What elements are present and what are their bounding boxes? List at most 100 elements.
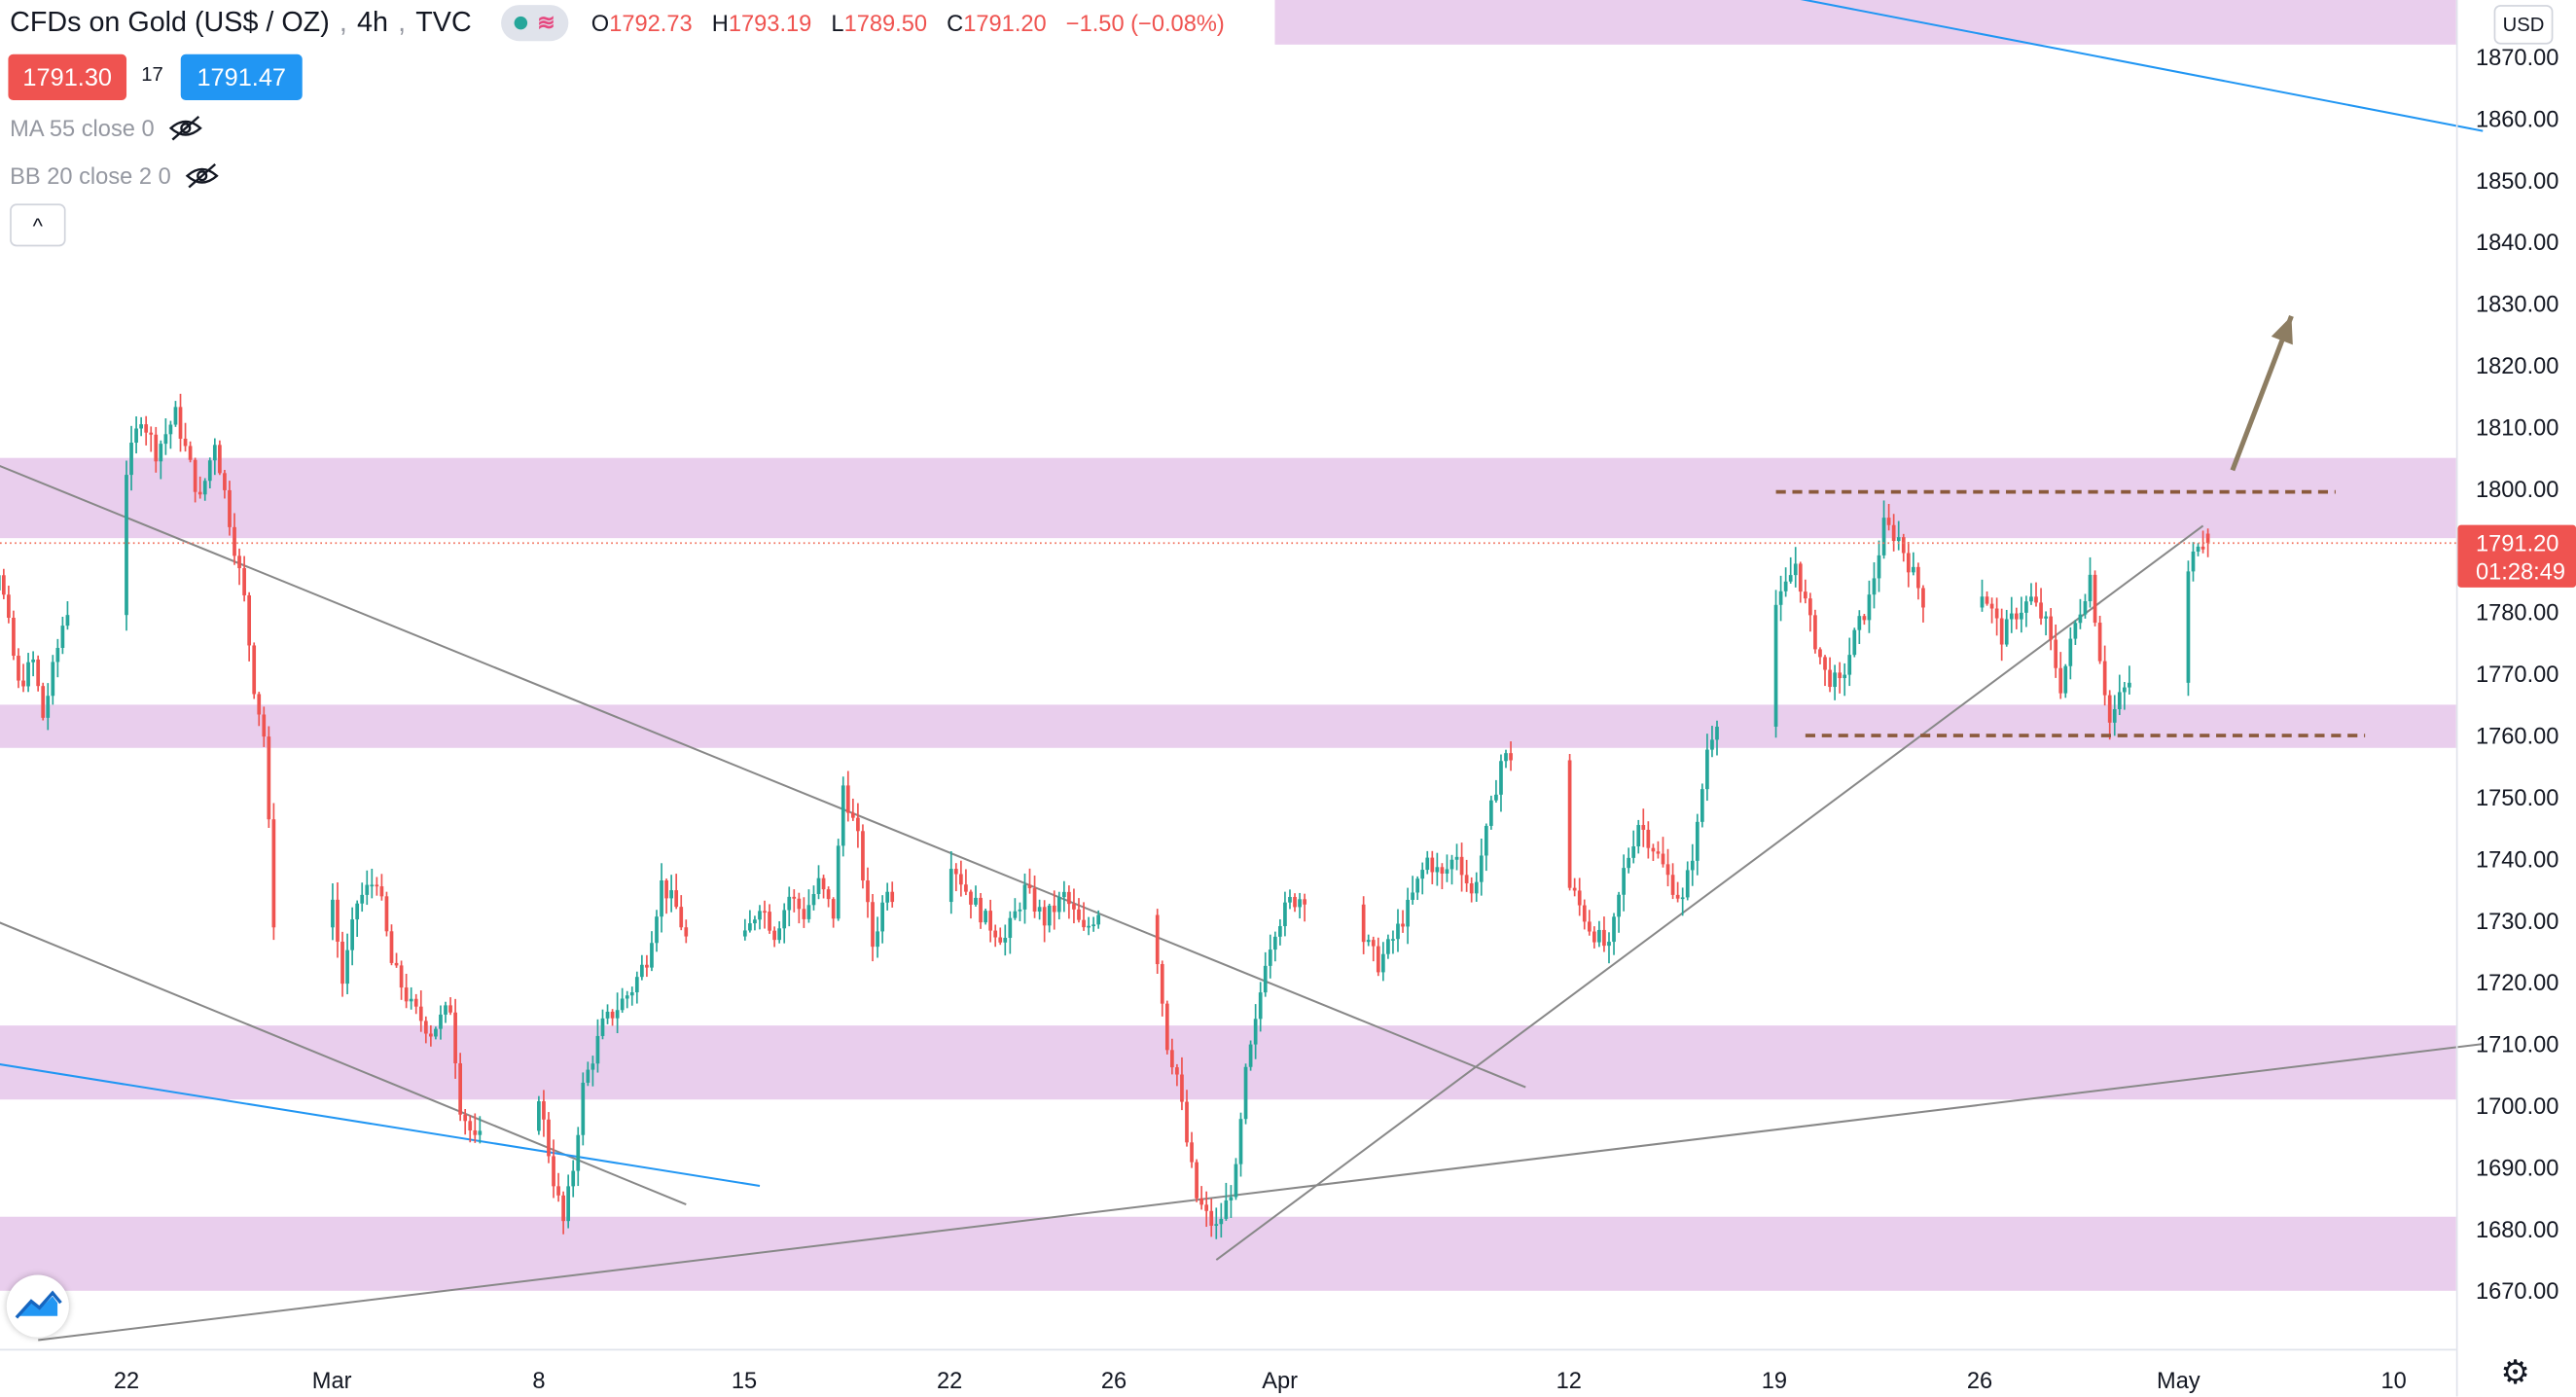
- candle: [576, 1127, 581, 1187]
- candle: [586, 1061, 590, 1087]
- candle: [1847, 637, 1852, 687]
- candle-body: [1464, 875, 1469, 883]
- price-axis-tick: 1780.00: [2476, 601, 2558, 627]
- candle-body: [434, 1028, 438, 1037]
- candle: [379, 874, 384, 901]
- candle: [561, 1191, 565, 1235]
- candle: [816, 865, 821, 900]
- candle: [821, 875, 826, 899]
- candle-body: [1597, 929, 1601, 943]
- sell-price-button[interactable]: 1791.30: [8, 54, 127, 101]
- candle-body: [571, 1170, 576, 1187]
- candle-body: [12, 618, 16, 657]
- candle-body: [664, 880, 668, 899]
- candle: [129, 425, 133, 491]
- indicator-bb[interactable]: BB 20 close 2 0: [10, 162, 220, 189]
- collapse-legend-button[interactable]: ^: [10, 203, 66, 247]
- candle: [237, 548, 241, 586]
- candle-body: [1096, 914, 1101, 925]
- candle-body: [2191, 551, 2196, 572]
- candle-body: [1042, 907, 1047, 926]
- candle-body: [21, 680, 25, 687]
- candle-body: [1238, 1119, 1243, 1164]
- candle: [866, 867, 870, 918]
- candle: [159, 440, 163, 480]
- candle: [1617, 891, 1621, 933]
- candle-body: [880, 902, 884, 932]
- candle: [2097, 615, 2102, 664]
- candle: [1818, 647, 1822, 664]
- candle: [21, 663, 25, 693]
- candle: [1646, 821, 1651, 859]
- symbol-title[interactable]: CFDs on Gold (US$ / OZ): [10, 6, 330, 38]
- candle: [1430, 850, 1435, 884]
- candle: [1293, 893, 1297, 913]
- candle: [1469, 877, 1474, 903]
- candle: [1401, 910, 1405, 933]
- candle: [890, 881, 895, 908]
- candle-body: [448, 1005, 452, 1013]
- trendline: [0, 464, 1526, 1089]
- candle-body: [1185, 1101, 1189, 1143]
- candle-body: [1631, 845, 1636, 858]
- candle-body: [1361, 904, 1366, 943]
- candle-body: [1852, 629, 1857, 656]
- candle-body: [1155, 914, 1160, 965]
- candle: [453, 998, 457, 1079]
- candle-body: [125, 475, 128, 616]
- candle-body: [861, 831, 865, 881]
- candle: [1911, 552, 1915, 576]
- buy-price-button[interactable]: 1791.47: [180, 54, 303, 101]
- candle-body: [974, 897, 978, 905]
- candle: [2063, 663, 2068, 698]
- candle-body: [1243, 1066, 1248, 1120]
- price-axis-tick: 1840.00: [2476, 231, 2558, 256]
- candle: [2034, 582, 2038, 607]
- candle: [1303, 893, 1306, 922]
- candle: [1420, 862, 1425, 895]
- candle-body: [1985, 596, 1989, 604]
- candle-body: [1091, 924, 1095, 927]
- candle: [365, 870, 370, 906]
- candle: [409, 986, 413, 1010]
- candle-body: [1980, 596, 1985, 608]
- candle-body: [468, 1121, 473, 1130]
- candle-body: [1234, 1164, 1238, 1198]
- candle-body: [605, 1011, 610, 1019]
- market-status-pill[interactable]: ≋: [501, 5, 569, 42]
- candle-body: [953, 869, 958, 875]
- indicator-ma[interactable]: MA 55 close 0: [10, 115, 203, 141]
- time-axis-label: 22: [937, 1369, 962, 1394]
- interval-label[interactable]: 4h: [357, 6, 389, 38]
- eye-off-icon[interactable]: [167, 115, 203, 141]
- candle-body: [41, 686, 46, 718]
- candle: [655, 910, 659, 952]
- candle-body: [850, 812, 855, 818]
- candle: [974, 885, 978, 907]
- settings-gear-icon[interactable]: ⚙: [2500, 1355, 2530, 1392]
- candle: [360, 882, 365, 913]
- candle: [1268, 934, 1272, 979]
- candle-body: [2058, 667, 2063, 694]
- candle-body: [984, 911, 987, 923]
- candle: [212, 438, 217, 476]
- candle-body: [1509, 753, 1513, 761]
- tradingview-logo[interactable]: [6, 1274, 69, 1338]
- candle-body: [2068, 638, 2073, 666]
- time-axis-label: May: [2157, 1369, 2200, 1394]
- candle: [542, 1090, 546, 1137]
- ohlc-readout: O1792.73 H1793.19 L1789.50 C1791.20 −1.5…: [591, 10, 1225, 36]
- candle-body: [1818, 649, 1822, 658]
- time-axis-label: 26: [1967, 1369, 1992, 1394]
- candle: [758, 905, 762, 930]
- candle: [1823, 655, 1827, 687]
- candle-body: [777, 928, 782, 941]
- candle-body: [1199, 1198, 1203, 1205]
- currency-label[interactable]: USD: [2493, 5, 2554, 45]
- eye-off-icon[interactable]: [184, 162, 220, 189]
- candle: [772, 926, 776, 948]
- candle-body: [816, 878, 821, 894]
- candle-body: [2078, 614, 2083, 624]
- candle: [207, 457, 212, 489]
